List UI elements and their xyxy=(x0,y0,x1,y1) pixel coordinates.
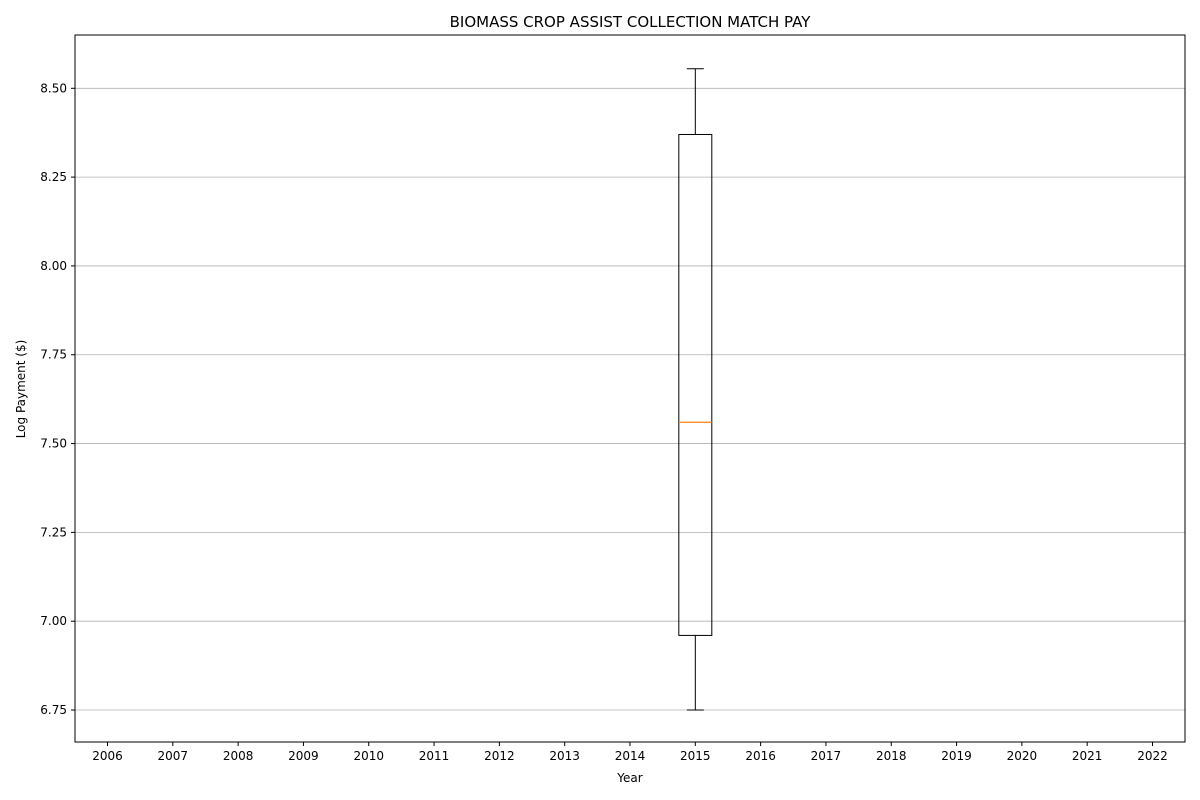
chart-title: BIOMASS CROP ASSIST COLLECTION MATCH PAY xyxy=(450,13,812,31)
x-tick-label: 2014 xyxy=(615,749,646,763)
plot-frame xyxy=(74,34,1186,743)
x-tick-label: 2008 xyxy=(223,749,254,763)
x-tick-label: 2007 xyxy=(158,749,189,763)
x-tick-label: 2011 xyxy=(419,749,450,763)
y-tick-label: 7.25 xyxy=(40,525,67,539)
y-tick-label: 6.75 xyxy=(40,703,67,717)
x-axis-ticks: 2006 2007 2008 2009 2010 2011 2012 2013 2014 2015… xyxy=(92,742,1168,763)
y-axis-label: Log Payment ($) xyxy=(14,340,28,439)
x-axis-label: Year xyxy=(616,771,642,785)
x-tick-label: 2018 xyxy=(876,749,907,763)
gridlines xyxy=(75,87,1185,711)
y-tick-label: 7.00 xyxy=(40,614,67,628)
x-tick-label: 2022 xyxy=(1137,749,1168,763)
y-tick-label: 8.25 xyxy=(40,170,67,184)
x-tick-label: 2019 xyxy=(941,749,972,763)
x-tick-label: 2010 xyxy=(353,749,384,763)
x-tick-label: 2006 xyxy=(92,749,123,763)
y-tick-label: 7.75 xyxy=(40,348,67,362)
x-tick-label: 2016 xyxy=(745,749,776,763)
x-tick-label: 2015 xyxy=(680,749,711,763)
x-tick-label: 2020 xyxy=(1007,749,1038,763)
y-axis-ticks: 6.75 7.00 7.25 7.50 7.75 8.00 8.25 8.50 xyxy=(40,81,75,717)
x-tick-label: 2013 xyxy=(549,749,580,763)
boxes-group xyxy=(678,68,713,711)
x-tick-label: 2017 xyxy=(811,749,842,763)
iqr-box xyxy=(678,133,713,636)
x-tick-label: 2009 xyxy=(288,749,319,763)
y-tick-label: 7.50 xyxy=(40,437,67,451)
y-tick-label: 8.00 xyxy=(40,259,67,273)
x-tick-label: 2021 xyxy=(1072,749,1103,763)
box-2015 xyxy=(678,68,713,711)
x-tick-label: 2012 xyxy=(484,749,515,763)
y-tick-label: 8.50 xyxy=(40,81,67,95)
